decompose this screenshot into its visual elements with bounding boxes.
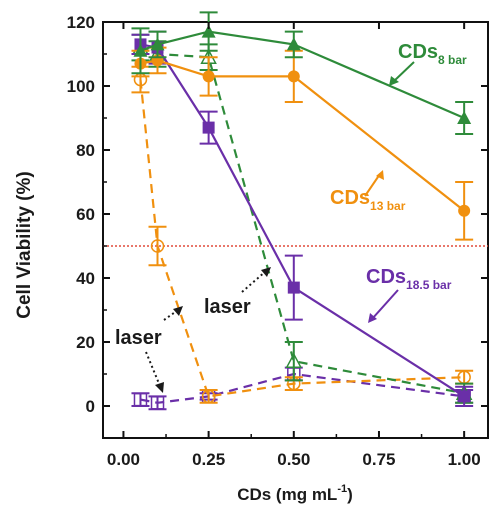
data-point [457,111,472,124]
data-point [201,24,216,38]
tick-layer: 0.00 0.25 0.50 0.75 1.00 0 20 40 60 80 100 120 [67,13,488,469]
series-line [140,372,465,404]
data-point [150,239,165,253]
plot-frame [102,21,489,439]
y-tick-label: 60 [76,205,95,224]
y-tick-label: 0 [86,397,95,416]
arrow-laser-mid [163,306,183,321]
arrow-cds18 [368,289,399,323]
label-cds13: CDs13 bar [330,187,406,213]
x-axis-title: CDs (mg mL-1) [237,483,353,504]
y-tick-label: 100 [67,77,95,96]
x-tick-label: 0.25 [192,450,225,469]
y-tick-label: 120 [67,13,95,32]
series-line [140,46,465,395]
y-tick-label: 20 [76,333,95,352]
annotations: CDs8 bar CDs13 bar CDs18.5 bar laser las… [115,41,467,393]
data-point [150,37,165,51]
data-point [201,389,216,404]
data-point [285,352,303,368]
y-tick-label: 80 [76,141,95,160]
y-tick-label: 40 [76,269,95,288]
arrow-cds8 [389,61,415,86]
series-cds18 [131,30,474,407]
x-tick-label: 0.75 [362,450,395,469]
label-cds8: CDs8 bar [398,41,467,67]
series-line [140,59,465,212]
data-point [287,281,300,294]
data-point [133,43,148,57]
data-point [150,396,165,410]
series-cds18-laser [131,366,474,411]
axes [102,21,489,439]
x-tick-label: 0.00 [107,450,140,469]
data-point [458,390,471,403]
label-laser-left: laser [115,327,162,349]
arrow-laser-right [241,267,271,293]
data-point [133,392,148,407]
data-point [202,70,215,83]
series-cds13-laser [131,65,474,404]
label-laser-right: laser [204,296,251,318]
series-line [139,79,465,398]
data-point [287,70,300,83]
arrow-laser-down [145,351,164,393]
y-axis-title: Cell Viability (%) [14,171,35,318]
data-point [202,121,215,134]
series-layer [131,11,474,411]
x-tick-label: 1.00 [448,450,481,469]
x-tick-label: 0.50 [277,450,310,469]
data-point [458,204,471,217]
data-point [286,37,301,51]
label-cds18: CDs18.5 bar [366,266,452,292]
series-cds8 [131,11,474,135]
arrow-cds13 [364,170,384,197]
series-cds13 [131,46,474,241]
series-cds8-laser [131,33,474,404]
